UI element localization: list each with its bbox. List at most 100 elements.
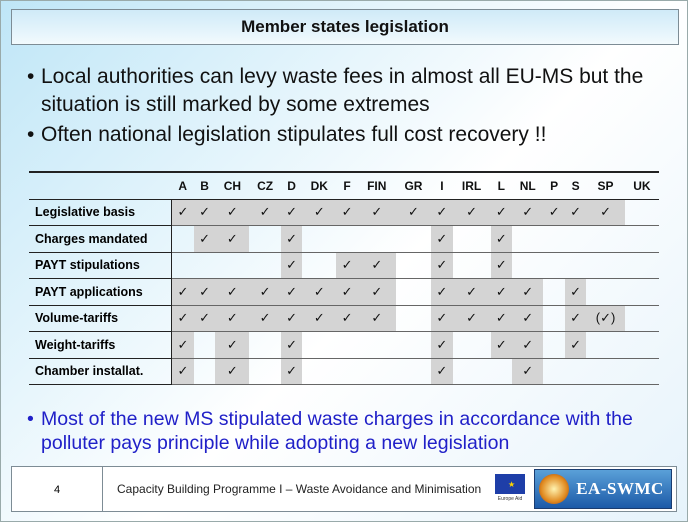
table-cell bbox=[543, 278, 565, 306]
column-header: IRL bbox=[452, 171, 491, 200]
table-cell bbox=[302, 252, 337, 279]
ea-swmc-logo: EA-SWMC bbox=[534, 469, 672, 509]
table-cell bbox=[564, 358, 587, 385]
row-label: PAYT applications bbox=[29, 278, 172, 306]
table-cell bbox=[395, 358, 432, 385]
column-header: L bbox=[490, 171, 513, 200]
table-cell: ✓ bbox=[215, 331, 250, 359]
table-cell bbox=[543, 252, 565, 279]
table-cell: ✓ bbox=[171, 331, 194, 359]
table-cell bbox=[249, 358, 281, 385]
table-cell bbox=[586, 252, 625, 279]
table-cell: ✓ bbox=[280, 358, 303, 385]
table-cell bbox=[624, 252, 659, 279]
column-header: NL bbox=[512, 171, 544, 200]
table-cell: ✓ bbox=[215, 278, 250, 306]
table-cell: ✓ bbox=[431, 252, 453, 279]
table-cell: ✓ bbox=[357, 278, 396, 306]
table-corner bbox=[29, 171, 172, 200]
table-cell: ✓ bbox=[431, 305, 453, 332]
table-cell: ✓ bbox=[452, 198, 491, 226]
table-cell: ✓ bbox=[357, 198, 396, 226]
table-cell: ✓ bbox=[357, 305, 396, 332]
table-cell bbox=[624, 305, 659, 332]
row-label: Volume-tariffs bbox=[29, 305, 172, 332]
table-cell bbox=[395, 331, 432, 359]
bullet-dot: • bbox=[27, 123, 35, 146]
table-cell bbox=[249, 252, 281, 279]
table-cell: ✓ bbox=[490, 331, 513, 359]
table-cell: ✓ bbox=[171, 305, 194, 332]
table-cell: ✓ bbox=[193, 278, 216, 306]
table-cell: ✓ bbox=[490, 305, 513, 332]
table-cell: ✓ bbox=[512, 305, 544, 332]
table-cell bbox=[586, 278, 625, 306]
table-cell: (✓) bbox=[586, 305, 625, 332]
table-cell bbox=[624, 225, 659, 253]
table-cell bbox=[302, 225, 337, 253]
table-cell bbox=[490, 358, 513, 385]
table-row: Volume-tariffs ✓ ✓ ✓ ✓ ✓ ✓ ✓ ✓ ✓ ✓ ✓ ✓ ✓ (✓) bbox=[29, 305, 659, 332]
table-cell bbox=[215, 252, 250, 279]
table-cell: ✓ bbox=[215, 198, 250, 226]
table-cell: ✓ bbox=[490, 198, 513, 226]
table-cell: ✓ bbox=[336, 305, 358, 332]
table-cell bbox=[395, 278, 432, 306]
bullet-item: • Often national legislation stipulates … bbox=[27, 121, 667, 149]
table-cell: ✓ bbox=[193, 225, 216, 253]
table-row: PAYT applications ✓ ✓ ✓ ✓ ✓ ✓ ✓ ✓ ✓ ✓ ✓ ✓ ✓ bbox=[29, 278, 659, 306]
table-row: PAYT stipulations ✓ ✓ ✓ ✓ ✓ bbox=[29, 252, 659, 279]
table-header-row: A B CH CZ D DK F FIN GR I IRL L NL P S SP UK bbox=[29, 171, 659, 200]
column-header: D bbox=[280, 171, 303, 200]
conclusion-text: Most of the new MS stipulated waste char… bbox=[41, 408, 633, 454]
table-cell bbox=[193, 358, 216, 385]
table-cell: ✓ bbox=[586, 198, 625, 226]
table-cell bbox=[452, 225, 491, 253]
table-row: Chamber installat. ✓ ✓ ✓ ✓ ✓ bbox=[29, 358, 659, 385]
eu-flag-icon: ★ bbox=[495, 474, 525, 494]
table-cell: ✓ bbox=[215, 305, 250, 332]
table-cell bbox=[357, 331, 396, 359]
table-cell bbox=[624, 358, 659, 385]
table-cell bbox=[543, 358, 565, 385]
table-cell bbox=[564, 225, 587, 253]
table-cell bbox=[512, 225, 544, 253]
table-cell: ✓ bbox=[490, 278, 513, 306]
table-cell: ✓ bbox=[302, 305, 337, 332]
eu-flag-logo: ★ Europe Aid bbox=[494, 471, 526, 507]
table-cell: ✓ bbox=[249, 305, 281, 332]
table-cell: ✓ bbox=[512, 278, 544, 306]
legislation-table: A B CH CZ D DK F FIN GR I IRL L NL P S SP UK Legislative… bbox=[29, 171, 659, 385]
column-header: P bbox=[543, 171, 565, 200]
column-header: UK bbox=[624, 171, 659, 200]
table-cell: ✓ bbox=[512, 198, 544, 226]
table-cell bbox=[564, 252, 587, 279]
table-cell bbox=[336, 225, 358, 253]
bullet-dot: • bbox=[27, 65, 35, 88]
table-cell: ✓ bbox=[564, 305, 587, 332]
table-cell: ✓ bbox=[357, 252, 396, 279]
table-cell bbox=[302, 358, 337, 385]
table-cell: ✓ bbox=[280, 252, 303, 279]
table-cell: ✓ bbox=[564, 331, 587, 359]
column-header: I bbox=[431, 171, 453, 200]
table-row: Weight-tariffs ✓ ✓ ✓ ✓ ✓ ✓ ✓ bbox=[29, 331, 659, 359]
column-header: S bbox=[564, 171, 587, 200]
table-cell: ✓ bbox=[302, 278, 337, 306]
slide-title: Member states legislation bbox=[11, 9, 679, 45]
table-cell: ✓ bbox=[431, 198, 453, 226]
row-label: Charges mandated bbox=[29, 225, 172, 253]
globe-icon bbox=[539, 474, 569, 504]
table-cell: ✓ bbox=[280, 198, 303, 226]
table-cell: ✓ bbox=[452, 305, 491, 332]
column-header: B bbox=[193, 171, 216, 200]
column-header: CZ bbox=[249, 171, 281, 200]
table-cell bbox=[452, 331, 491, 359]
table-cell: ✓ bbox=[280, 278, 303, 306]
ea-logo-text: EA-SWMC bbox=[576, 479, 664, 498]
table-cell bbox=[249, 225, 281, 253]
table-cell: ✓ bbox=[543, 198, 565, 226]
column-header: FIN bbox=[357, 171, 396, 200]
table-cell: ✓ bbox=[431, 358, 453, 385]
